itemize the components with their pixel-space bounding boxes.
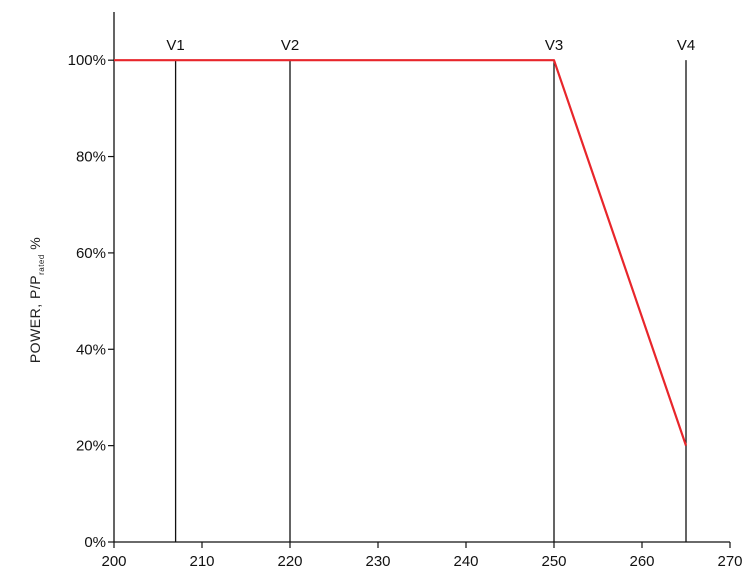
y-tick-label: 100%: [68, 52, 106, 69]
axes: [108, 12, 731, 548]
y-tick-label: 0%: [84, 534, 106, 551]
y-axis-title-main: POWER, P/P: [27, 275, 43, 363]
x-tick-label: 260: [629, 553, 654, 570]
x-tick-label: 240: [453, 553, 478, 570]
x-tick-label: 230: [365, 553, 390, 570]
y-tick-label: 80%: [76, 149, 106, 166]
series-layer: [114, 59, 688, 446]
vertical-markers: V1 V2 V3 V4: [166, 37, 695, 542]
y-tick-label: 60%: [76, 245, 106, 262]
y-tick-label: 40%: [76, 341, 106, 358]
x-tick-label: 270: [717, 553, 742, 570]
marker-label-v2: V2: [281, 37, 299, 54]
x-tick-label: 200: [101, 553, 126, 570]
x-tick-label: 210: [189, 553, 214, 570]
y-tick-label: 20%: [76, 438, 106, 455]
y-axis-title: POWER, P/Prated %: [27, 237, 46, 363]
y-axis-title-subscript: rated: [37, 254, 46, 275]
x-tick-label: 220: [277, 553, 302, 570]
series-line-0: [114, 59, 688, 446]
y-axis-title-suffix: %: [27, 237, 43, 254]
marker-label-v3: V3: [545, 37, 563, 54]
marker-label-v4: V4: [677, 37, 695, 54]
marker-label-v1: V1: [166, 37, 184, 54]
tick-labels: 0% 20% 40% 60% 80% 100% 200 210 220 230 240 250 260 2…: [68, 52, 743, 570]
x-tick-label: 250: [541, 553, 566, 570]
